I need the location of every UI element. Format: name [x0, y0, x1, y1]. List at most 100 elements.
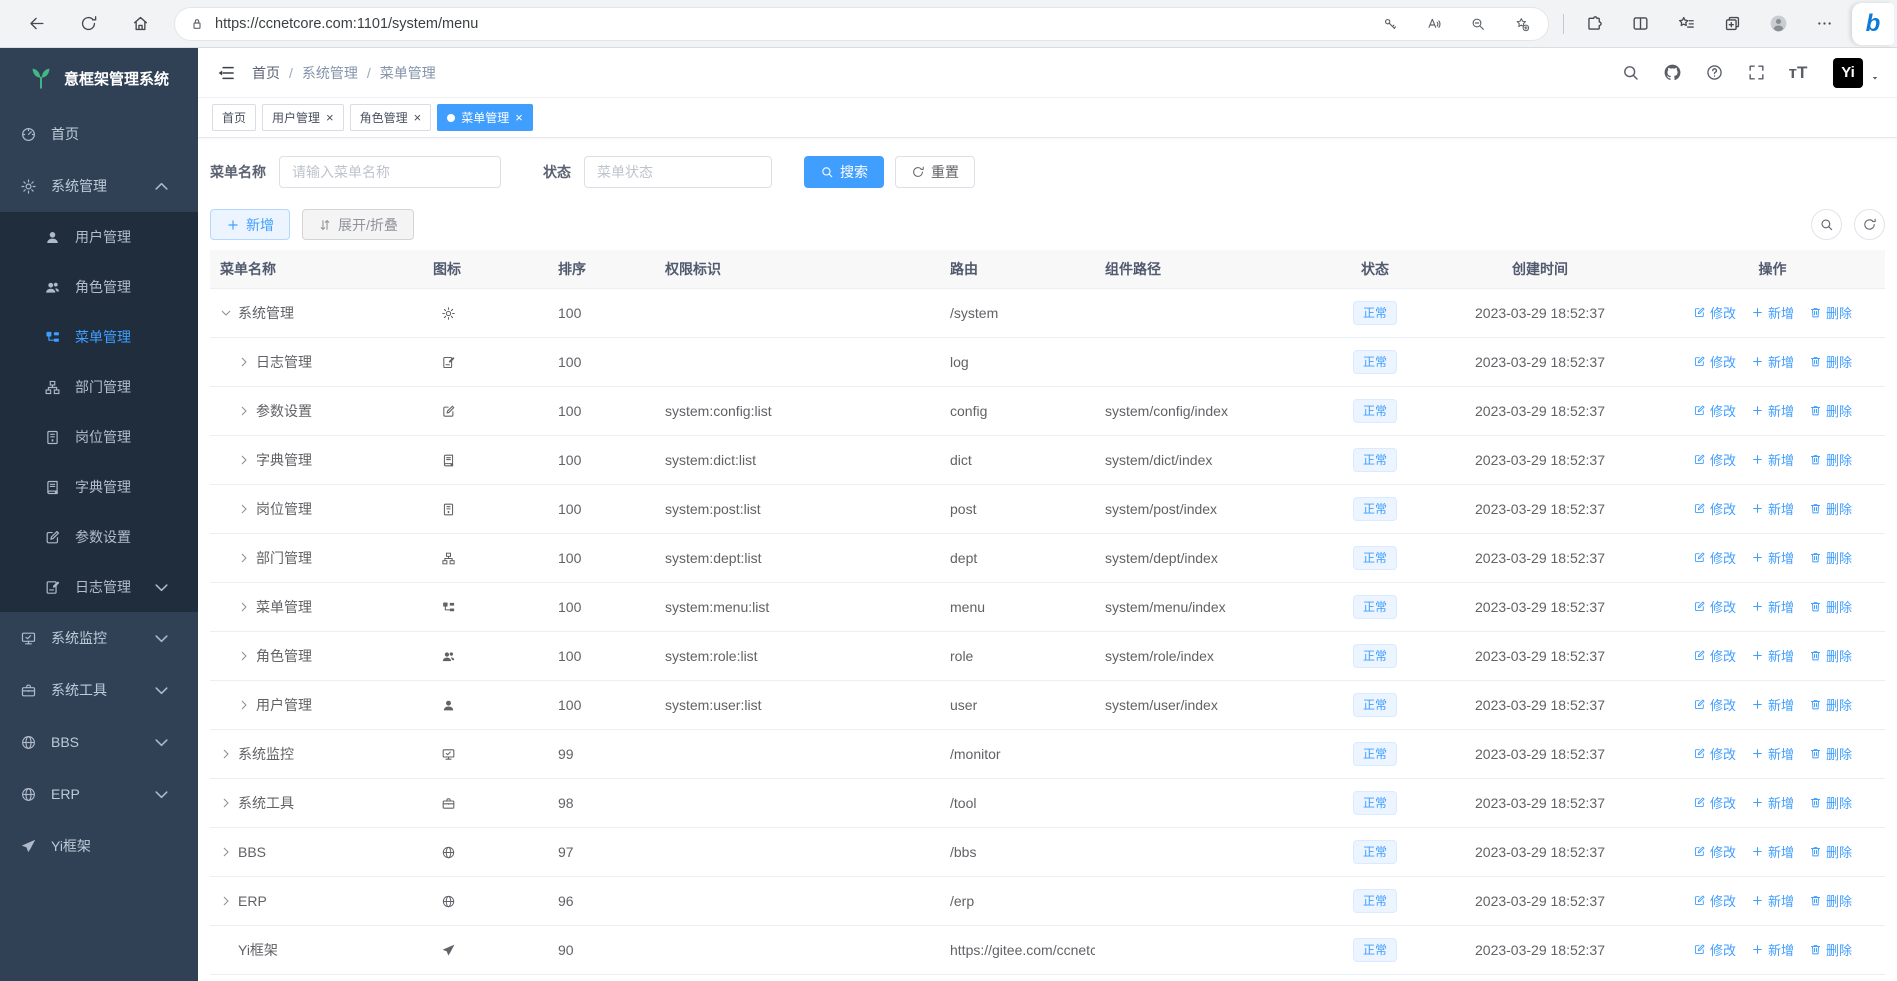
delete-action-link[interactable]: 删除 — [1809, 695, 1852, 714]
show-search-button[interactable] — [1811, 209, 1842, 240]
edit-action-link[interactable]: 修改 — [1693, 548, 1736, 567]
search-button[interactable]: 搜索 — [804, 156, 884, 188]
delete-action-link[interactable]: 删除 — [1809, 450, 1852, 469]
profile-avatar-button[interactable] — [1762, 8, 1794, 40]
add-action-link[interactable]: 新增 — [1751, 303, 1794, 322]
edit-action-link[interactable]: 修改 — [1693, 793, 1736, 812]
search-button[interactable] — [1613, 56, 1647, 90]
sidebar-item[interactable]: 参数设置 — [0, 512, 198, 562]
add-action-link[interactable]: 新增 — [1751, 891, 1794, 910]
add-action-link[interactable]: 新增 — [1751, 450, 1794, 469]
breadcrumb-item[interactable]: 系统管理 — [301, 64, 358, 81]
delete-action-link[interactable]: 删除 — [1809, 891, 1852, 910]
refresh-table-button[interactable] — [1854, 209, 1885, 240]
delete-action-link[interactable]: 删除 — [1809, 499, 1852, 518]
breadcrumb-item[interactable]: 菜单管理 — [379, 64, 436, 81]
edit-action-link[interactable]: 修改 — [1693, 352, 1736, 371]
favorites-button[interactable] — [1670, 8, 1702, 40]
edit-action-link[interactable]: 修改 — [1693, 499, 1736, 518]
edit-action-link[interactable]: 修改 — [1693, 646, 1736, 665]
chevron-right-icon[interactable] — [238, 454, 250, 466]
add-action-link[interactable]: 新增 — [1751, 842, 1794, 861]
chevron-right-icon[interactable] — [238, 601, 250, 613]
expand-collapse-button[interactable]: 展开/折叠 — [302, 209, 414, 240]
delete-action-link[interactable]: 删除 — [1809, 842, 1852, 861]
chevron-right-icon[interactable] — [238, 503, 250, 515]
home-button[interactable] — [124, 8, 156, 40]
add-action-link[interactable]: 新增 — [1751, 744, 1794, 763]
collections-button[interactable] — [1716, 8, 1748, 40]
sidebar-item[interactable]: 系统管理 — [0, 160, 198, 212]
bing-sidebar-button[interactable]: b — [1852, 3, 1894, 45]
delete-action-link[interactable]: 删除 — [1809, 744, 1852, 763]
add-action-link[interactable]: 新增 — [1751, 695, 1794, 714]
sidebar-item[interactable]: 用户管理 — [0, 212, 198, 262]
edit-action-link[interactable]: 修改 — [1693, 695, 1736, 714]
extensions-button[interactable] — [1578, 8, 1610, 40]
refresh-page-button[interactable] — [72, 8, 104, 40]
add-button[interactable]: 新增 — [210, 209, 290, 240]
reset-button[interactable]: 重置 — [895, 156, 975, 188]
delete-action-link[interactable]: 删除 — [1809, 597, 1852, 616]
delete-action-link[interactable]: 删除 — [1809, 646, 1852, 665]
chevron-right-icon[interactable] — [220, 797, 232, 809]
add-action-link[interactable]: 新增 — [1751, 646, 1794, 665]
chevron-right-icon[interactable] — [238, 405, 250, 417]
delete-action-link[interactable]: 删除 — [1809, 401, 1852, 420]
font-size-button[interactable]: тT — [1781, 56, 1815, 90]
chevron-right-icon[interactable] — [220, 895, 232, 907]
address-bar[interactable]: https://ccnetcore.com:1101/system/menu — [174, 6, 1549, 41]
edit-action-link[interactable]: 修改 — [1693, 891, 1736, 910]
delete-action-link[interactable]: 删除 — [1809, 548, 1852, 567]
menu-name-input[interactable] — [279, 156, 501, 188]
chevron-down-icon[interactable] — [220, 307, 232, 319]
delete-action-link[interactable]: 删除 — [1809, 352, 1852, 371]
edit-action-link[interactable]: 修改 — [1693, 744, 1736, 763]
chevron-right-icon[interactable] — [220, 846, 232, 858]
sidebar-collapse-button[interactable] — [208, 55, 244, 91]
add-action-link[interactable]: 新增 — [1751, 548, 1794, 567]
close-tab-icon[interactable]: × — [413, 110, 422, 125]
github-button[interactable] — [1655, 56, 1689, 90]
edit-action-link[interactable]: 修改 — [1693, 940, 1736, 959]
sidebar-item[interactable]: 日志管理 — [0, 562, 198, 612]
breadcrumb-item[interactable]: 首页 — [252, 64, 280, 81]
chevron-right-icon[interactable] — [220, 748, 232, 760]
split-screen-button[interactable] — [1624, 8, 1656, 40]
chevron-right-icon[interactable] — [238, 356, 250, 368]
settings-menu-button[interactable] — [1808, 8, 1840, 40]
zoom-out-button[interactable] — [1462, 8, 1494, 40]
tab-item[interactable]: 首页 — [212, 104, 257, 131]
sidebar-item[interactable]: 字典管理 — [0, 462, 198, 512]
fullscreen-button[interactable] — [1739, 56, 1773, 90]
edit-action-link[interactable]: 修改 — [1693, 401, 1736, 420]
close-tab-icon[interactable]: × — [326, 110, 334, 125]
sidebar-item[interactable]: 系统工具 — [0, 664, 198, 716]
chevron-right-icon[interactable] — [238, 699, 250, 711]
add-action-link[interactable]: 新增 — [1751, 499, 1794, 518]
edit-action-link[interactable]: 修改 — [1693, 303, 1736, 322]
edit-action-link[interactable]: 修改 — [1693, 842, 1736, 861]
sidebar-item[interactable]: BBS — [0, 716, 198, 768]
user-avatar-menu[interactable]: Yi — [1833, 57, 1881, 88]
delete-action-link[interactable]: 删除 — [1809, 303, 1852, 322]
close-tab-icon[interactable]: × — [515, 110, 523, 125]
tab-active[interactable]: 菜单管理 × — [437, 104, 533, 131]
chevron-right-icon[interactable] — [238, 650, 250, 662]
password-key-button[interactable] — [1374, 8, 1406, 40]
back-button[interactable] — [20, 8, 52, 40]
sidebar-item[interactable]: 系统监控 — [0, 612, 198, 664]
sidebar-item[interactable]: 菜单管理 — [0, 312, 198, 362]
add-action-link[interactable]: 新增 — [1751, 597, 1794, 616]
sidebar-item[interactable]: 角色管理 — [0, 262, 198, 312]
tab-item[interactable]: 用户管理 × — [262, 104, 344, 131]
edit-action-link[interactable]: 修改 — [1693, 597, 1736, 616]
read-aloud-button[interactable] — [1418, 8, 1450, 40]
delete-action-link[interactable]: 删除 — [1809, 793, 1852, 812]
add-favorite-button[interactable] — [1506, 8, 1538, 40]
add-action-link[interactable]: 新增 — [1751, 352, 1794, 371]
sidebar-item[interactable]: Yi框架 — [0, 820, 198, 872]
chevron-right-icon[interactable] — [238, 552, 250, 564]
add-action-link[interactable]: 新增 — [1751, 940, 1794, 959]
add-action-link[interactable]: 新增 — [1751, 401, 1794, 420]
